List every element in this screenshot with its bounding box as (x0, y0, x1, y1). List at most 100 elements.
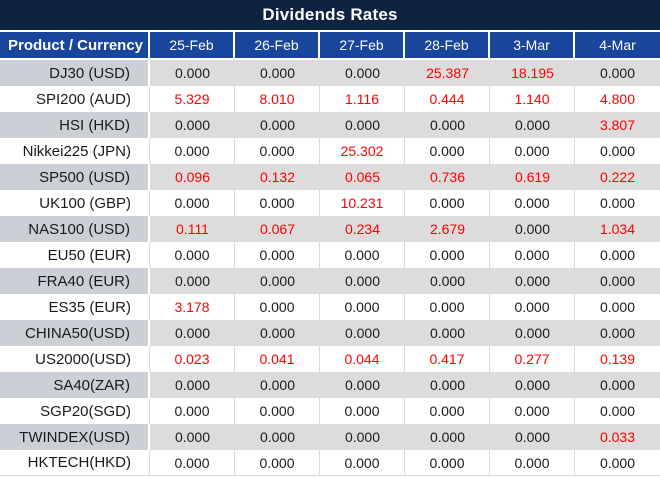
value-cell: 0.000 (490, 398, 575, 424)
value-cell: 0.000 (320, 320, 405, 346)
product-cell: HSI (HKD) (0, 112, 150, 138)
value-cell: 0.000 (235, 450, 320, 476)
table-row: CHINA50(USD) 0.000 0.000 0.000 0.000 0.000 0.0… (0, 320, 660, 346)
value-cell: 0.139 (575, 346, 660, 372)
value-cell: 0.000 (490, 242, 575, 268)
header-row: Product / Currency 25-Feb 26-Feb 27-Feb … (0, 32, 660, 60)
value-cell: 0.000 (235, 190, 320, 216)
value-cell: 0.067 (235, 216, 320, 242)
table-row: ES35 (EUR) 3.178 0.000 0.000 0.000 0.000 0.000 (0, 294, 660, 320)
value-cell: 0.000 (575, 320, 660, 346)
value-cell: 0.000 (150, 112, 235, 138)
value-cell: 0.000 (320, 242, 405, 268)
value-cell: 0.000 (150, 424, 235, 450)
value-cell: 0.000 (150, 138, 235, 164)
product-cell: SP500 (USD) (0, 164, 150, 190)
value-cell: 0.111 (150, 216, 235, 242)
value-cell: 0.000 (490, 372, 575, 398)
value-cell: 0.000 (405, 320, 490, 346)
product-cell: ES35 (EUR) (0, 294, 150, 320)
table-row: SGP20(SGD) 0.000 0.000 0.000 0.000 0.000 0.000 (0, 398, 660, 424)
value-cell: 0.000 (320, 398, 405, 424)
table-row: UK100 (GBP) 0.000 0.000 10.231 0.000 0.000 0.0… (0, 190, 660, 216)
value-cell: 0.000 (405, 372, 490, 398)
table-row: TWINDEX(USD) 0.000 0.000 0.000 0.000 0.000 0.0… (0, 424, 660, 450)
value-cell: 0.000 (320, 424, 405, 450)
value-cell: 0.000 (150, 242, 235, 268)
value-cell: 1.140 (490, 86, 575, 112)
value-cell: 0.000 (150, 372, 235, 398)
value-cell: 0.023 (150, 346, 235, 372)
value-cell: 0.000 (575, 268, 660, 294)
value-cell: 0.000 (320, 60, 405, 86)
value-cell: 3.807 (575, 112, 660, 138)
value-cell: 0.000 (405, 112, 490, 138)
value-cell: 4.800 (575, 86, 660, 112)
table-row: HSI (HKD) 0.000 0.000 0.000 0.000 0.000 3.807 (0, 112, 660, 138)
value-cell: 0.000 (575, 190, 660, 216)
value-cell: 0.033 (575, 424, 660, 450)
column-header-date: 4-Mar (575, 32, 660, 60)
value-cell: 0.000 (235, 372, 320, 398)
value-cell: 0.000 (490, 112, 575, 138)
value-cell: 0.000 (575, 60, 660, 86)
value-cell: 0.000 (405, 138, 490, 164)
table-row: SPI200 (AUD) 5.329 8.010 1.116 0.444 1.140 4.8… (0, 86, 660, 112)
table-row: NAS100 (USD) 0.111 0.067 0.234 2.679 0.000 1.0… (0, 216, 660, 242)
product-cell: NAS100 (USD) (0, 216, 150, 242)
table-row: FRA40 (EUR) 0.000 0.000 0.000 0.000 0.000 0.00… (0, 268, 660, 294)
product-cell: FRA40 (EUR) (0, 268, 150, 294)
product-cell: EU50 (EUR) (0, 242, 150, 268)
value-cell: 0.000 (405, 268, 490, 294)
value-cell: 0.000 (575, 450, 660, 476)
table-row: SP500 (USD) 0.096 0.132 0.065 0.736 0.619 0.22… (0, 164, 660, 190)
value-cell: 0.277 (490, 346, 575, 372)
value-cell: 1.034 (575, 216, 660, 242)
value-cell: 0.000 (575, 294, 660, 320)
column-header-date: 25-Feb (150, 32, 235, 60)
value-cell: 18.195 (490, 60, 575, 86)
table-row: EU50 (EUR) 0.000 0.000 0.000 0.000 0.000 0.000 (0, 242, 660, 268)
product-cell: US2000(USD) (0, 346, 150, 372)
value-cell: 0.000 (405, 398, 490, 424)
table-title: Dividends Rates (0, 0, 660, 30)
column-header-product-currency: Product / Currency (0, 32, 150, 60)
value-cell: 0.000 (235, 112, 320, 138)
value-cell: 0.000 (490, 450, 575, 476)
value-cell: 0.000 (405, 424, 490, 450)
value-cell: 0.000 (235, 60, 320, 86)
value-cell: 0.000 (575, 138, 660, 164)
value-cell: 1.116 (320, 86, 405, 112)
value-cell: 0.044 (320, 346, 405, 372)
value-cell: 0.000 (150, 450, 235, 476)
table-row: DJ30 (USD) 0.000 0.000 0.000 25.387 18.195 0.0… (0, 60, 660, 86)
column-header-date: 28-Feb (405, 32, 490, 60)
value-cell: 0.000 (490, 424, 575, 450)
value-cell: 0.065 (320, 164, 405, 190)
value-cell: 0.000 (235, 294, 320, 320)
value-cell: 0.000 (320, 112, 405, 138)
value-cell: 0.444 (405, 86, 490, 112)
value-cell: 0.000 (405, 242, 490, 268)
value-cell: 0.000 (150, 60, 235, 86)
table-row: Nikkei225 (JPN) 0.000 0.000 25.302 0.000 0.00… (0, 138, 660, 164)
column-header-date: 3-Mar (490, 32, 575, 60)
table-row: US2000(USD) 0.023 0.041 0.044 0.417 0.277 0.13… (0, 346, 660, 372)
value-cell: 0.000 (405, 450, 490, 476)
table-header: Product / Currency 25-Feb 26-Feb 27-Feb … (0, 32, 660, 60)
value-cell: 0.000 (235, 320, 320, 346)
value-cell: 0.000 (320, 294, 405, 320)
value-cell: 0.041 (235, 346, 320, 372)
value-cell: 0.000 (150, 398, 235, 424)
value-cell: 25.302 (320, 138, 405, 164)
value-cell: 5.329 (150, 86, 235, 112)
value-cell: 0.000 (575, 242, 660, 268)
value-cell: 10.231 (320, 190, 405, 216)
value-cell: 0.000 (320, 268, 405, 294)
value-cell: 3.178 (150, 294, 235, 320)
value-cell: 25.387 (405, 60, 490, 86)
value-cell: 8.010 (235, 86, 320, 112)
value-cell: 0.000 (150, 320, 235, 346)
product-cell: Nikkei225 (JPN) (0, 138, 150, 164)
